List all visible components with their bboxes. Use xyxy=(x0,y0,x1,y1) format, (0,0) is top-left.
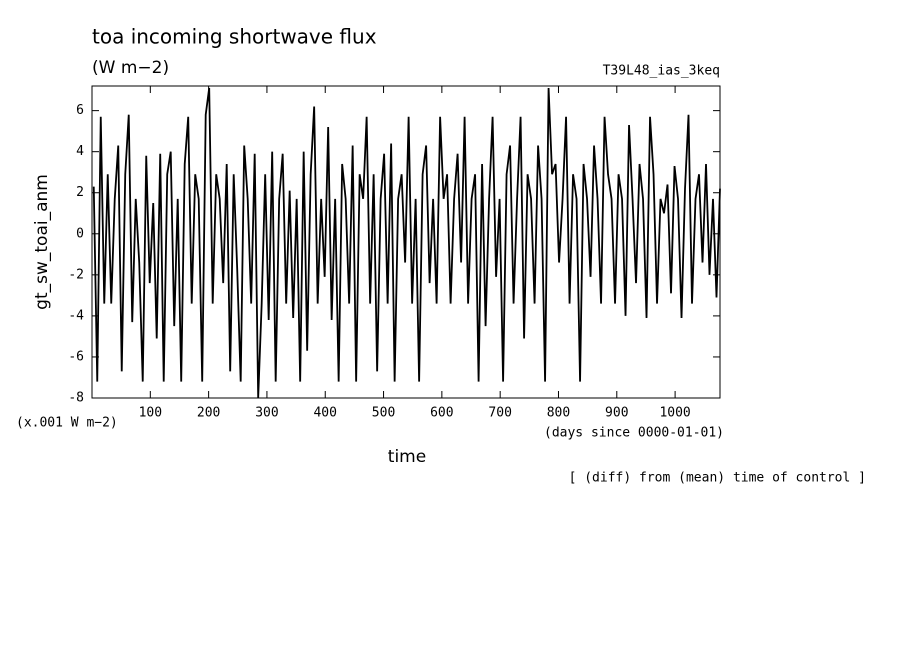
y-tick-label: 2 xyxy=(76,185,84,200)
y-tick-label: -8 xyxy=(68,391,84,406)
x-tick-label: 100 xyxy=(139,406,162,421)
x-tick-label: 700 xyxy=(488,406,511,421)
y-tick-label: 0 xyxy=(76,226,84,241)
y-tick-label: -6 xyxy=(68,349,84,364)
x-tick-label: 500 xyxy=(372,406,395,421)
x-tick-label: 400 xyxy=(313,406,336,421)
x-tick-label: 600 xyxy=(430,406,453,421)
chart-title: toa incoming shortwave flux xyxy=(92,25,377,49)
y-tick-label: -2 xyxy=(68,267,84,282)
subtitle: (W m−2) xyxy=(92,58,169,78)
x-tick-label: 800 xyxy=(547,406,570,421)
x-tick-label: 300 xyxy=(255,406,278,421)
y-unit: (x.001 W m−2) xyxy=(16,416,118,431)
x-tick-label: 900 xyxy=(605,406,628,421)
note: [ (diff) from (mean) time of control ] xyxy=(569,471,866,486)
x-unit: (days since 0000-01-01) xyxy=(544,426,724,441)
x-tick-label: 200 xyxy=(197,406,220,421)
plot-frame xyxy=(91,85,721,399)
y-axis-label: gt_sw_toai_anm xyxy=(32,174,52,310)
y-tick-label: -4 xyxy=(68,308,84,323)
x-tick-label: 1000 xyxy=(659,406,690,421)
data-line xyxy=(92,87,721,399)
run-label: T39L48_ias_3keq xyxy=(603,64,720,79)
x-axis-label: time xyxy=(388,447,426,467)
y-tick-label: 6 xyxy=(76,103,84,118)
y-tick-label: 4 xyxy=(76,144,84,159)
